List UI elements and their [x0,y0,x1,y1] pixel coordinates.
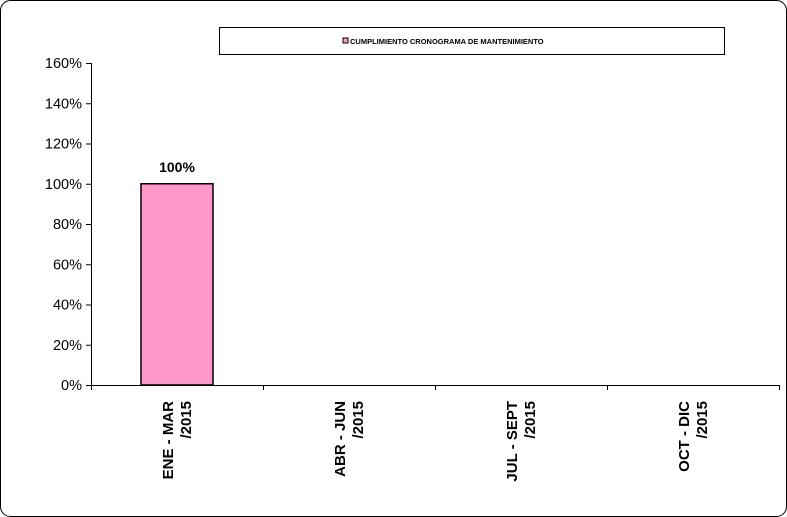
x-category-label-line: /2015 [178,401,195,439]
legend-label: CUMPLIMIENTO CRONOGRAMA DE MANTENIMIENTO [350,37,544,46]
bar-data-label: 100% [159,159,195,175]
legend: CUMPLIMIENTO CRONOGRAMA DE MANTENIMIENTO [219,27,725,55]
x-category-label-line: JUL - SEPT [504,401,521,482]
y-tick-label: 160% [45,56,82,72]
legend-swatch [342,37,349,44]
x-category-label-line: /2015 [694,401,711,439]
legend-box [219,27,725,55]
y-tick-label: 120% [45,137,82,153]
x-category-label-line: /2015 [522,401,539,439]
y-axis-ticks: 0% 20% 40% 60% 80% 100% 120% 140% 160% [45,56,91,394]
x-category-label-line: ABR - JUN [332,401,349,477]
x-category-label: ABR - JUN/2015 [332,401,367,477]
y-tick-label: 80% [53,217,82,233]
y-tick-label: 0% [61,378,82,394]
data-labels: 100% [159,159,195,175]
x-category-label-line: /2015 [350,401,367,439]
bar [140,183,214,386]
x-category-label: ENE - MAR/2015 [160,401,195,480]
y-tick-label: 20% [53,338,82,354]
x-category-label: JUL - SEPT/2015 [504,401,539,482]
category-labels: ENE - MAR/2015 ABR - JUN/2015 JUL - SEPT/2… [160,401,711,482]
x-category-label: OCT - DIC/2015 [676,401,711,472]
x-category-label-line: ENE - MAR [160,401,177,480]
y-tick-label: 40% [53,298,82,314]
x-axis-ticks [91,385,780,390]
y-tick-label: 100% [45,177,82,193]
bars [140,183,214,386]
y-tick-label: 140% [45,96,82,112]
y-tick-label: 60% [53,257,82,273]
x-category-label-line: OCT - DIC [676,401,693,472]
